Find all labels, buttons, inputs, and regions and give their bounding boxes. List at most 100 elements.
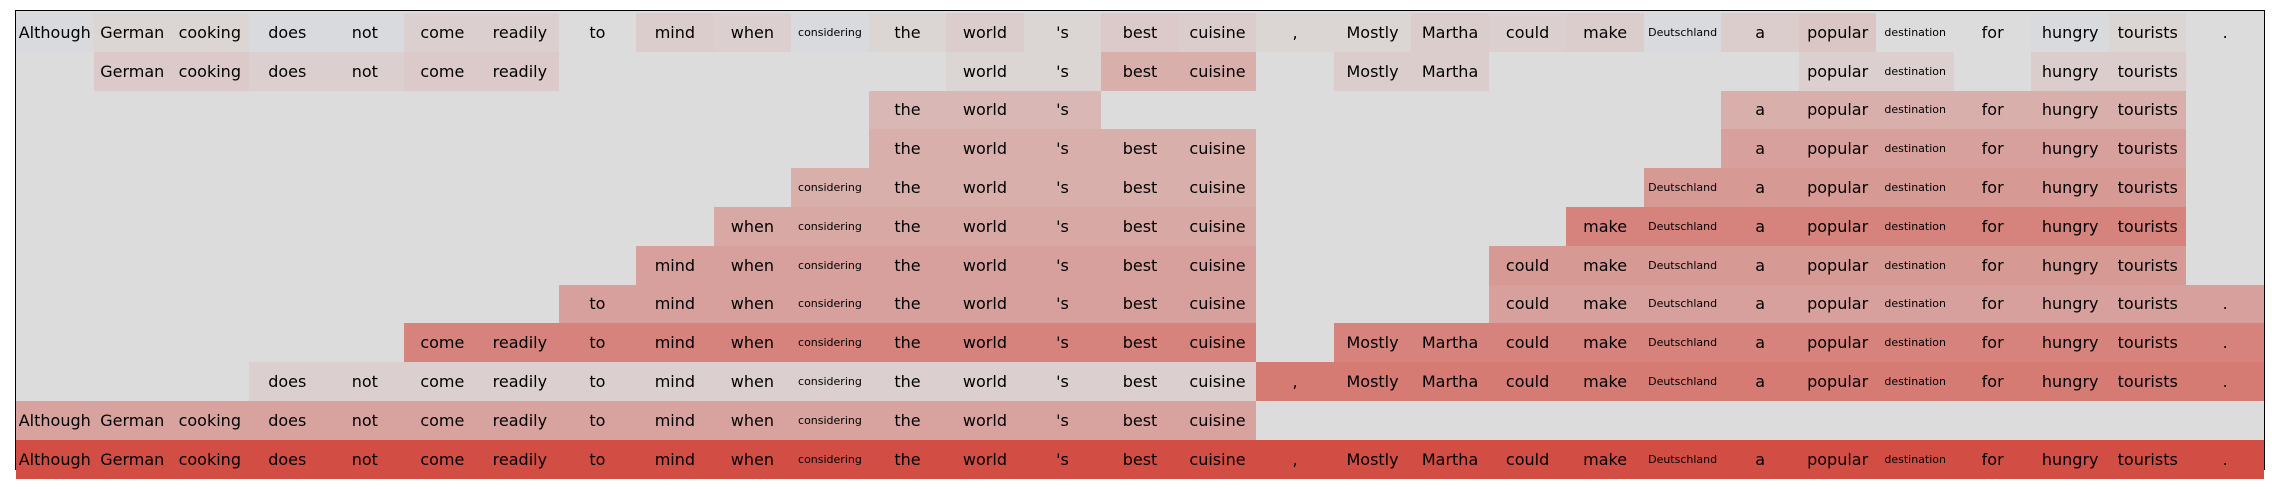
heatmap-cell: when — [713, 284, 792, 324]
heatmap-cell: best — [1101, 207, 1179, 246]
heatmap-cell: popular — [1798, 362, 1877, 401]
heatmap-cell: the — [868, 284, 947, 324]
heatmap-cell: 's — [1023, 401, 1102, 440]
heatmap-cell: destination — [1876, 284, 1954, 324]
heatmap-cell: readily — [481, 362, 559, 401]
heatmap-cell: cuisine — [1178, 168, 1257, 207]
heatmap-cell: considering — [791, 13, 869, 52]
heatmap-cell: hungry — [2031, 90, 2109, 130]
heatmap-cell: make — [1566, 245, 1644, 285]
heatmap-cell: for — [1953, 284, 2032, 324]
heatmap-cell: , — [1256, 13, 1334, 52]
heatmap-cell: the — [868, 362, 947, 401]
heatmap-cell: world — [946, 207, 1024, 246]
heatmap-cell: a — [1721, 323, 1799, 363]
heatmap-cell: for — [1953, 439, 2032, 479]
heatmap-cell: cooking — [171, 401, 249, 440]
heatmap-cell: readily — [481, 401, 559, 440]
heatmap-cell: make — [1566, 13, 1644, 52]
heatmap-cell: a — [1721, 362, 1799, 401]
heatmap-cell: come — [403, 439, 482, 479]
heatmap-cell: best — [1101, 168, 1179, 207]
heatmap-cell: not — [326, 13, 404, 52]
heatmap-cell: readily — [481, 439, 559, 479]
heatmap-cell: does — [248, 439, 327, 479]
heatmap-cell: popular — [1798, 284, 1877, 324]
heatmap-cell: the — [868, 129, 947, 169]
heatmap-cell: Although — [16, 13, 94, 52]
heatmap-cell: world — [946, 401, 1024, 440]
heatmap-cell: for — [1953, 168, 2032, 207]
heatmap-cell: tourists — [2108, 207, 2187, 246]
heatmap-cell: considering — [791, 401, 869, 440]
heatmap-cell: world — [946, 439, 1024, 479]
heatmap-cell: hungry — [2031, 129, 2109, 169]
heatmap-cell: best — [1101, 129, 1179, 169]
heatmap-cell: tourists — [2108, 129, 2187, 169]
heatmap-cell: world — [946, 168, 1024, 207]
heatmap-cell: tourists — [2108, 362, 2187, 401]
heatmap-cell: hungry — [2031, 439, 2109, 479]
heatmap-cell: world — [946, 13, 1024, 52]
heatmap-cell: best — [1101, 245, 1179, 285]
heatmap-cell: cuisine — [1178, 13, 1257, 52]
heatmap-cell: destination — [1876, 245, 1954, 285]
heatmap-cell: the — [868, 439, 947, 479]
heatmap-cell: considering — [791, 362, 869, 401]
heatmap-cell: a — [1721, 439, 1799, 479]
heatmap-cell: destination — [1876, 323, 1954, 363]
heatmap-cell: Mostly — [1333, 323, 1412, 363]
heatmap-cell: best — [1101, 284, 1179, 324]
heatmap-cell: could — [1488, 362, 1567, 401]
heatmap-cell: readily — [481, 51, 559, 91]
heatmap-cell: come — [403, 401, 482, 440]
heatmap-cell: Martha — [1411, 13, 1489, 52]
heatmap-cell: hungry — [2031, 168, 2109, 207]
heatmap-cell: Mostly — [1333, 51, 1412, 91]
heatmap-cell: not — [326, 401, 404, 440]
heatmap-cell: Although — [16, 401, 94, 440]
heatmap-cell: does — [248, 13, 327, 52]
heatmap-cell: a — [1721, 90, 1799, 130]
heatmap-cell: Deutschland — [1643, 245, 1722, 285]
heatmap-cell: when — [713, 362, 792, 401]
heatmap-cell: when — [713, 323, 792, 363]
heatmap-cell: Martha — [1411, 362, 1489, 401]
heatmap-cell: come — [403, 13, 482, 52]
heatmap-cell: to — [558, 323, 637, 363]
heatmap-cell: best — [1101, 401, 1179, 440]
heatmap-cell: Deutschland — [1643, 362, 1722, 401]
heatmap-cell: considering — [791, 284, 869, 324]
heatmap-cell: for — [1953, 13, 2032, 52]
heatmap-cell: considering — [791, 245, 869, 285]
heatmap-cell: when — [713, 245, 792, 285]
heatmap-cell: popular — [1798, 245, 1877, 285]
heatmap-cell: popular — [1798, 129, 1877, 169]
heatmap-cell: world — [946, 323, 1024, 363]
heatmap-cell: world — [946, 362, 1024, 401]
heatmap-cell: 's — [1023, 168, 1102, 207]
heatmap-cell: not — [326, 51, 404, 91]
heatmap-cell: to — [558, 362, 637, 401]
heatmap-cell: when — [713, 13, 792, 52]
heatmap-cell: considering — [791, 323, 869, 363]
heatmap-cell: for — [1953, 129, 2032, 169]
heatmap-cell: Mostly — [1333, 439, 1412, 479]
heatmap-cell: make — [1566, 284, 1644, 324]
heatmap-cell: Deutschland — [1643, 168, 1722, 207]
heatmap-cell: 's — [1023, 51, 1102, 91]
heatmap-cell: could — [1488, 439, 1567, 479]
heatmap-cell: popular — [1798, 168, 1877, 207]
heatmap-cell: mind — [636, 284, 714, 324]
heatmap-cell: does — [248, 362, 327, 401]
heatmap-cell: mind — [636, 323, 714, 363]
heatmap-cell: 's — [1023, 284, 1102, 324]
heatmap-cell: best — [1101, 13, 1179, 52]
heatmap-cell: the — [868, 323, 947, 363]
heatmap-cell: Deutschland — [1643, 323, 1722, 363]
heatmap-cell: tourists — [2108, 168, 2187, 207]
heatmap-cell: world — [946, 90, 1024, 130]
heatmap-cell: cooking — [171, 439, 249, 479]
heatmap-cell: German — [93, 13, 172, 52]
heatmap-cell: mind — [636, 362, 714, 401]
